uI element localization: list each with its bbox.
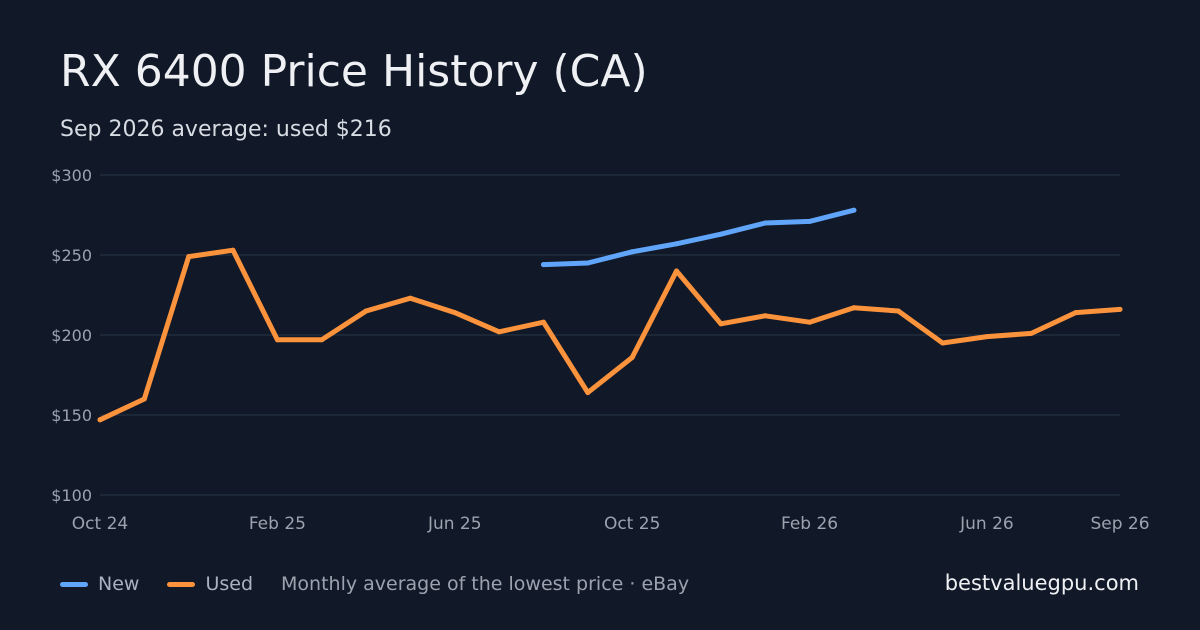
legend-item-used[interactable]: Used: [167, 573, 253, 595]
data-point-new: [807, 218, 813, 224]
series-line-new: [541, 207, 857, 268]
data-point-used: [541, 319, 546, 325]
data-point-used: [319, 337, 325, 343]
data-point-used: [97, 417, 103, 423]
data-point-new: [762, 220, 768, 226]
data-point-used: [629, 354, 635, 360]
x-tick-label: Oct 25: [604, 514, 660, 534]
data-point-used: [186, 254, 192, 260]
x-tick-label: Feb 25: [249, 514, 306, 534]
y-tick-label: $200: [51, 326, 92, 345]
data-point-used: [585, 390, 591, 396]
data-point-used: [1073, 310, 1079, 316]
legend-swatch-new: [60, 581, 88, 587]
legend-note: Monthly average of the lowest price · eB…: [281, 573, 690, 595]
data-point-used: [363, 308, 369, 314]
y-tick-label: $150: [51, 406, 92, 425]
y-axis-ticks: $100 $150 $200 $250 $300: [51, 166, 92, 505]
x-tick-label: Oct 24: [72, 514, 128, 534]
data-point-new: [585, 260, 591, 266]
legend-swatch-used: [167, 581, 196, 587]
data-point-used: [807, 319, 813, 325]
data-point-used: [718, 321, 724, 327]
data-point-used: [230, 247, 236, 253]
x-tick-label: Jun 26: [959, 514, 1014, 534]
data-point-used: [762, 313, 768, 319]
brand-link[interactable]: bestvaluegpu.com: [944, 571, 1139, 595]
data-point-used: [141, 396, 147, 402]
x-axis-ticks: Oct 24 Feb 25 Jun 25 Oct 25 Feb 26 Jun 26 Sep …: [72, 514, 1150, 534]
data-point-used: [851, 305, 857, 311]
x-tick-label: Jun 25: [427, 514, 482, 534]
data-point-used: [274, 337, 280, 343]
data-point-used: [1028, 330, 1034, 336]
y-tick-label: $250: [51, 246, 92, 265]
chart-subtitle: Sep 2026 average: used $216: [60, 117, 392, 142]
y-tick-label: $100: [51, 486, 92, 505]
legend-label-new: New: [98, 573, 140, 595]
data-point-used: [984, 334, 990, 340]
legend: New Used Monthly average of the lowest p…: [60, 573, 689, 595]
data-point-used: [1117, 306, 1123, 312]
data-point-new: [674, 241, 679, 247]
data-point-used: [496, 329, 502, 335]
x-tick-label: Sep 26: [1090, 514, 1149, 534]
data-point-new: [541, 262, 546, 268]
data-point-used: [940, 340, 946, 346]
data-point-used: [407, 295, 413, 301]
data-point-used: [452, 310, 458, 316]
data-point-new: [718, 231, 724, 237]
grid-lines: [100, 174, 1120, 496]
y-tick-label: $300: [51, 166, 92, 185]
legend-label-used: Used: [205, 573, 254, 595]
data-point-used: [674, 268, 679, 274]
chart-title: RX 6400 Price History (CA): [60, 46, 648, 97]
data-point-new: [851, 207, 857, 213]
series-lines: [97, 207, 1123, 423]
series-line-used: [97, 247, 1123, 423]
data-point-new: [629, 249, 635, 255]
x-tick-label: Feb 26: [781, 514, 838, 534]
legend-item-new[interactable]: New: [60, 573, 139, 595]
data-point-used: [895, 308, 901, 314]
